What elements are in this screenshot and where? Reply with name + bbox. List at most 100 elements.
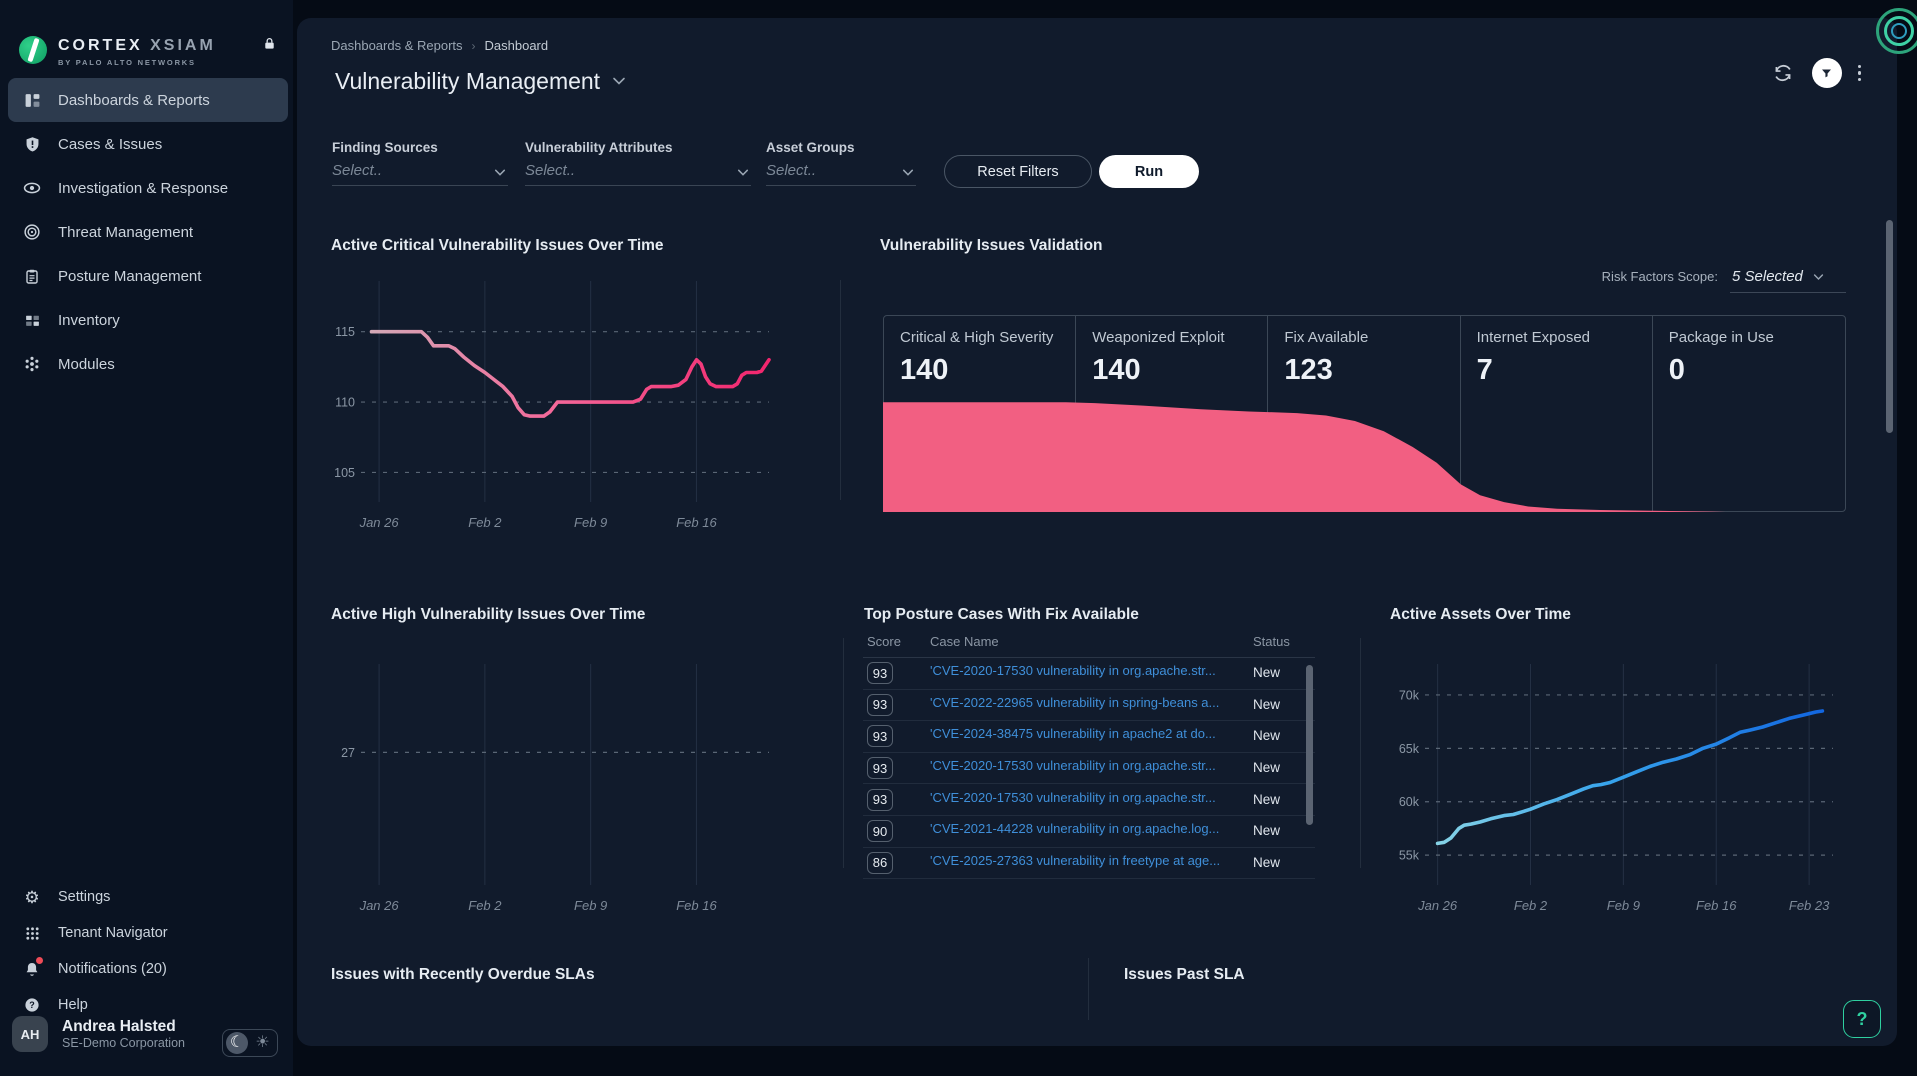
svg-text:Feb 9: Feb 9 <box>1607 898 1640 913</box>
score-badge: 93 <box>867 662 893 685</box>
funnel-column-value: 140 <box>900 354 949 386</box>
scope-select[interactable]: 5 Selected <box>1730 268 1846 293</box>
user-name: Andrea Halsted <box>62 1017 176 1035</box>
sidebar-item-notifications-20[interactable]: Notifications (20) <box>0 951 293 987</box>
sidebar-item-help[interactable]: ? Help <box>0 987 293 1023</box>
case-link[interactable]: 'CVE-2024-38475 vulnerability in apache2… <box>930 726 1216 742</box>
chart-title-critical: Active Critical Vulnerability Issues Ove… <box>331 237 664 254</box>
table-row[interactable]: 93 'CVE-2020-17530 vulnerability in org.a… <box>863 658 1315 690</box>
dashboards-icon <box>23 91 41 109</box>
table-row[interactable]: 93 'CVE-2020-17530 vulnerability in org.a… <box>863 753 1315 785</box>
panel-scrollbar[interactable] <box>1886 220 1893 433</box>
sidebar-nav: Dashboards & Reports Cases & Issues Invest… <box>0 78 293 386</box>
sidebar-item-modules[interactable]: Modules <box>0 342 293 386</box>
score-badge: 93 <box>867 693 893 716</box>
lock-icon <box>262 36 277 56</box>
svg-text:Jan 26: Jan 26 <box>1417 898 1458 913</box>
brand-cortex: CORTEX <box>58 37 143 54</box>
main-panel: Dashboards & Reports › Dashboard Vulnerabi… <box>297 18 1897 1046</box>
table-row[interactable]: 93 'CVE-2024-38475 vulnerability in apach… <box>863 721 1315 753</box>
case-link[interactable]: 'CVE-2020-17530 vulnerability in org.apa… <box>930 663 1216 679</box>
table-title: Top Posture Cases With Fix Available <box>864 606 1139 623</box>
theme-toggle[interactable]: ☾ ☀ <box>222 1029 278 1057</box>
funnel-column-label: Internet Exposed <box>1476 329 1591 346</box>
sidebar-item-tenant-navigator[interactable]: Tenant Navigator <box>0 915 293 951</box>
funnel-column-package-in-use: Package in Use 0 <box>1653 316 1845 511</box>
sidebar-item-label: Help <box>58 997 88 1013</box>
light-mode-icon[interactable]: ☀ <box>255 1034 270 1051</box>
case-link[interactable]: 'CVE-2025-27363 vulnerability in freetyp… <box>930 852 1221 868</box>
col-case-name: Case Name <box>930 634 999 649</box>
case-link[interactable]: 'CVE-2020-17530 vulnerability in org.apa… <box>930 789 1216 805</box>
sidebar-item-dashboards-reports[interactable]: Dashboards & Reports <box>8 78 288 122</box>
table-row[interactable]: 93 'CVE-2022-22965 vulnerability in sprin… <box>863 690 1315 722</box>
brand-subtitle: BY PALO ALTO NETWORKS <box>58 58 196 67</box>
bricks-icon <box>23 311 41 329</box>
critical-issues-chart: Jan 26 Feb 2 Feb 9 Feb 16 105 110 115 <box>334 281 771 530</box>
refresh-icon[interactable] <box>1770 60 1796 86</box>
sidebar-item-investigation-response[interactable]: Investigation & Response <box>0 166 293 210</box>
svg-text:Feb 16: Feb 16 <box>676 515 717 530</box>
table-row[interactable]: 90 'CVE-2021-44228 vulnerability in org.a… <box>863 816 1315 848</box>
svg-text:105: 105 <box>334 466 355 480</box>
divider <box>1088 958 1089 1020</box>
svg-text:Jan 26: Jan 26 <box>359 898 400 913</box>
reset-filters-button[interactable]: Reset Filters <box>944 155 1092 188</box>
case-link[interactable]: 'CVE-2022-22965 vulnerability in spring-… <box>930 694 1220 710</box>
eye-icon <box>23 179 41 197</box>
breadcrumb-root[interactable]: Dashboards & Reports <box>331 38 463 53</box>
table-row[interactable]: 86 'CVE-2025-27363 vulnerability in freet… <box>863 848 1315 880</box>
filter-select[interactable]: Select.. <box>332 162 508 186</box>
sidebar-item-label: Notifications (20) <box>58 961 167 977</box>
sidebar-item-posture-management[interactable]: Posture Management <box>0 254 293 298</box>
case-link[interactable]: 'CVE-2021-44228 vulnerability in org.apa… <box>930 821 1220 837</box>
svg-text:Feb 2: Feb 2 <box>1514 898 1548 913</box>
shield-exclamation-icon <box>23 135 41 153</box>
funnel-column-fix-available: Fix Available 123 <box>1268 316 1461 511</box>
sidebar-item-label: Inventory <box>58 311 120 329</box>
sidebar-item-label: Threat Management <box>58 223 194 241</box>
chart-title-high: Active High Vulnerability Issues Over Ti… <box>331 606 646 623</box>
chart-title-assets: Active Assets Over Time <box>1390 606 1571 623</box>
breadcrumb-sep-icon: › <box>471 39 476 53</box>
title-chevron-down-icon[interactable] <box>612 73 626 91</box>
funnel-column-label: Weaponized Exploit <box>1092 329 1225 346</box>
funnel-column-weaponized-exploit: Weaponized Exploit 140 <box>1076 316 1269 511</box>
sidebar-item-inventory[interactable]: Inventory <box>0 298 293 342</box>
filter-select[interactable]: Select.. <box>766 162 916 186</box>
score-badge: 93 <box>867 725 893 748</box>
kebab-menu-icon[interactable] <box>1857 64 1861 82</box>
col-status: Status <box>1253 634 1290 649</box>
score-badge: 86 <box>867 851 893 874</box>
score-badge: 93 <box>867 788 893 811</box>
chart-title-validation: Vulnerability Issues Validation <box>880 237 1103 254</box>
sidebar-item-cases-issues[interactable]: Cases & Issues <box>0 122 293 166</box>
brand-text: CORTEX XSIAM BY PALO ALTO NETWORKS <box>58 38 216 67</box>
run-button[interactable]: Run <box>1099 155 1199 188</box>
table-scrollbar[interactable] <box>1306 665 1313 825</box>
status-value: New <box>1253 854 1281 870</box>
high-issues-chart: Jan 26 Feb 2 Feb 9 Feb 16 27 <box>341 664 769 913</box>
filter-avatar[interactable] <box>1811 58 1842 88</box>
divider <box>1360 638 1361 868</box>
filter-placeholder: Select.. <box>525 162 576 179</box>
corner-ring-icon[interactable] <box>1876 8 1917 54</box>
section-title-past-sla: Issues Past SLA <box>1124 966 1245 983</box>
filter-select[interactable]: Select.. <box>525 162 751 186</box>
filter-finding-sources: Finding Sources Select.. <box>332 140 508 186</box>
filter-placeholder: Select.. <box>766 162 817 179</box>
chevron-down-icon <box>494 164 506 181</box>
filter-label: Finding Sources <box>332 140 438 155</box>
col-score: Score <box>867 634 901 649</box>
table-row[interactable]: 93 'CVE-2020-17530 vulnerability in org.a… <box>863 784 1315 816</box>
sidebar-item-threat-management[interactable]: Threat Management <box>0 210 293 254</box>
sidebar-item-label: Modules <box>58 355 115 373</box>
case-link[interactable]: 'CVE-2020-17530 vulnerability in org.apa… <box>930 758 1216 774</box>
sidebar-item-settings[interactable]: ⚙ Settings <box>0 879 293 915</box>
help-button[interactable]: ? <box>1843 1000 1881 1038</box>
user-profile[interactable]: AH Andrea Halsted SE-Demo Corporation <box>12 1016 185 1052</box>
status-value: New <box>1253 728 1281 744</box>
dark-mode-icon[interactable]: ☾ <box>226 1032 248 1054</box>
svg-text:110: 110 <box>335 396 355 410</box>
svg-text:Feb 9: Feb 9 <box>574 898 607 913</box>
